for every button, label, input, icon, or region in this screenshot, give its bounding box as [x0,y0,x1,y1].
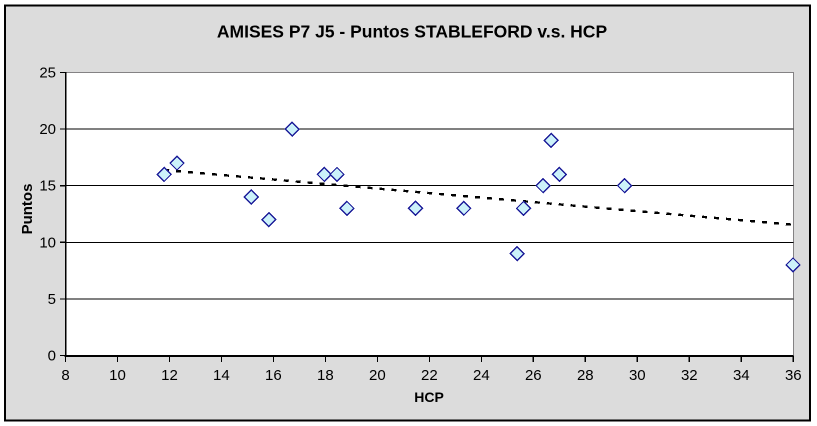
svg-text:25: 25 [39,65,56,82]
svg-text:36: 36 [785,367,802,384]
svg-text:15: 15 [39,178,56,195]
svg-text:18: 18 [317,367,334,384]
svg-text:HCP: HCP [414,389,444,405]
svg-text:30: 30 [629,367,646,384]
svg-text:34: 34 [733,367,750,384]
svg-text:AMISES P7 J5 - Puntos STABLEFO: AMISES P7 J5 - Puntos STABLEFORD v.s. HC… [217,21,608,41]
svg-text:14: 14 [213,367,230,384]
svg-text:12: 12 [161,367,178,384]
svg-text:20: 20 [39,121,56,138]
svg-text:Puntos: Puntos [19,184,36,235]
svg-text:20: 20 [369,367,386,384]
svg-text:8: 8 [61,367,69,384]
svg-text:0: 0 [48,348,56,365]
svg-text:22: 22 [421,367,438,384]
svg-text:32: 32 [681,367,698,384]
svg-text:16: 16 [265,367,282,384]
svg-text:26: 26 [525,367,542,384]
svg-text:5: 5 [48,291,56,308]
svg-text:28: 28 [577,367,594,384]
svg-text:10: 10 [109,367,126,384]
svg-text:24: 24 [473,367,490,384]
svg-text:10: 10 [39,234,56,251]
